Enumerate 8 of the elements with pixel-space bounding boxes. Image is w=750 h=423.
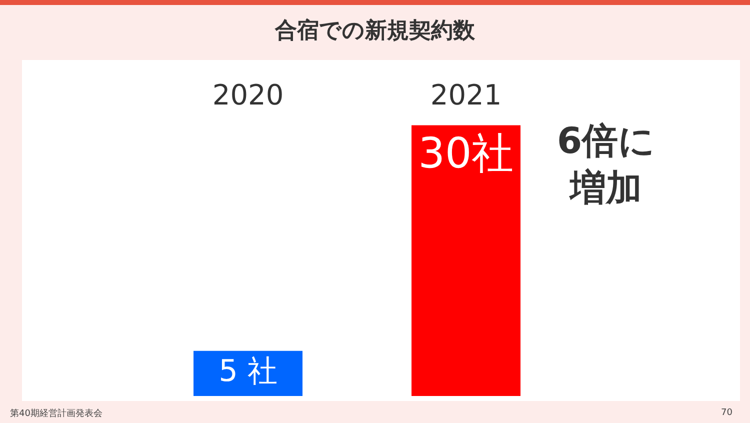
data-label: 30社 bbox=[418, 128, 514, 178]
annotation: 6倍に増加 bbox=[557, 121, 656, 209]
data-label: 5 社 bbox=[218, 354, 278, 389]
x-tick-label: 2021 bbox=[430, 78, 502, 112]
text: 第40期経営計画発表会 bbox=[10, 408, 102, 419]
text: 70 bbox=[721, 408, 733, 418]
chart-title: 合宿での新規契約数 bbox=[274, 18, 476, 44]
x-tick-label: 2020 bbox=[212, 78, 284, 112]
